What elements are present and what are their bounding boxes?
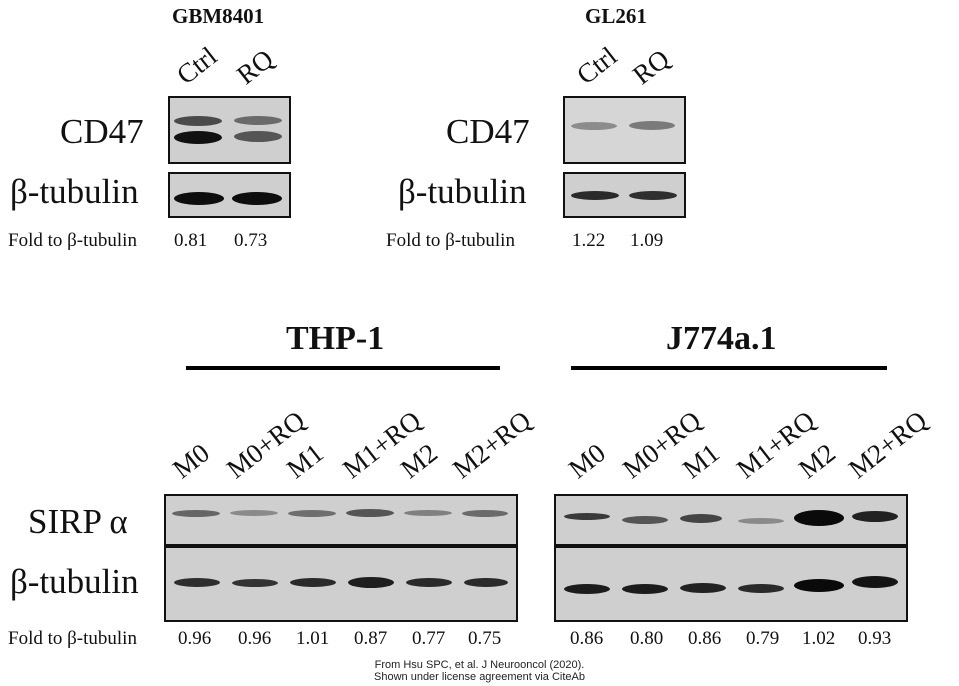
j774-fold: 0.93	[858, 628, 892, 649]
blot-band	[174, 131, 222, 144]
blot-band	[622, 516, 668, 524]
gl-tubulin-label: β-tubulin	[398, 172, 527, 211]
gl-lane-label-rq: RQ	[626, 43, 675, 91]
blot-band	[174, 578, 220, 587]
gl-tubulin-blot	[563, 172, 686, 218]
blot-band	[234, 131, 282, 142]
blot-band	[230, 510, 278, 516]
blot-band	[348, 577, 394, 588]
blot-band	[852, 511, 898, 522]
blot-band	[852, 576, 898, 588]
j774-sirp-blot	[554, 494, 908, 546]
blot-band	[564, 513, 610, 520]
gbm-title: GBM8401	[172, 4, 265, 28]
blot-band	[234, 116, 282, 125]
gl-lane-label-ctrl: Ctrl	[570, 40, 623, 91]
thp-tubulin-blot	[164, 546, 518, 622]
gl-fold-ctrl: 1.22	[572, 230, 606, 251]
j774-fold: 0.79	[746, 628, 780, 649]
blot-band	[794, 510, 844, 526]
gbm-tubulin-blot	[168, 172, 291, 218]
gbm-cd47-blot	[168, 96, 291, 164]
gl-cd47-label: CD47	[446, 112, 530, 151]
blot-band	[738, 518, 784, 524]
gbm-fold-label: Fold to β-tubulin	[8, 230, 137, 251]
gbm-fold-ctrl: 0.81	[174, 230, 208, 251]
gbm-cd47-label: CD47	[60, 112, 144, 151]
j774-fold: 0.86	[570, 628, 604, 649]
sirp-label: SIRP α	[28, 502, 128, 541]
j774-fold: 0.80	[630, 628, 664, 649]
gl-fold-label: Fold to β-tubulin	[386, 230, 515, 251]
blot-band	[232, 192, 282, 205]
blot-band	[174, 192, 224, 205]
blot-band	[406, 578, 452, 587]
blot-band	[629, 191, 677, 200]
blot-band	[629, 121, 675, 130]
blot-band	[564, 584, 610, 594]
blot-band	[290, 578, 336, 587]
thp-lane-label: M2+RQ	[446, 405, 537, 485]
blot-band	[288, 510, 336, 517]
blot-band	[680, 583, 726, 593]
blot-band	[172, 510, 220, 517]
blot-band	[464, 578, 508, 587]
thp-fold: 0.75	[468, 628, 502, 649]
gbm-tubulin-label: β-tubulin	[10, 172, 139, 211]
gbm-lane-label-ctrl: Ctrl	[170, 40, 223, 91]
thp-title-rule	[186, 366, 500, 370]
credit-line-1: From Hsu SPC, et al. J Neurooncol (2020)…	[374, 659, 585, 671]
thp-fold: 0.87	[354, 628, 388, 649]
j774-title-rule	[571, 366, 887, 370]
j774-tubulin-blot	[554, 546, 908, 622]
blot-band	[794, 579, 844, 592]
blot-band	[462, 510, 508, 517]
gl-fold-rq: 1.09	[630, 230, 664, 251]
thp-tubulin-label: β-tubulin	[10, 562, 139, 601]
thp-lane-label: M0	[166, 437, 215, 485]
blot-band	[346, 509, 394, 517]
gbm-fold-rq: 0.73	[234, 230, 268, 251]
j774-fold: 1.02	[802, 628, 836, 649]
thp-fold: 0.77	[412, 628, 446, 649]
j774-lane-label: M2+RQ	[842, 405, 933, 485]
j774-fold: 0.86	[688, 628, 722, 649]
gl-cd47-blot	[563, 96, 686, 164]
blot-band	[738, 584, 784, 593]
j774-lane-label: M0	[562, 437, 611, 485]
gl-title: GL261	[585, 4, 647, 28]
blot-band	[571, 122, 617, 130]
blot-band	[622, 584, 668, 594]
credit-line-2: Shown under license agreement via CiteAb	[374, 671, 585, 683]
blot-band	[174, 116, 222, 126]
blot-band	[232, 579, 278, 587]
blot-band	[404, 510, 452, 516]
bottom-fold-label: Fold to β-tubulin	[8, 628, 137, 649]
thp-fold: 1.01	[296, 628, 330, 649]
thp-sirp-blot	[164, 494, 518, 546]
blot-band	[571, 191, 619, 200]
thp-fold: 0.96	[178, 628, 212, 649]
thp-fold: 0.96	[238, 628, 272, 649]
gbm-lane-label-rq: RQ	[230, 43, 279, 91]
blot-band	[680, 514, 722, 523]
j774-title: J774a.1	[666, 320, 777, 357]
thp-title: THP-1	[286, 320, 385, 357]
